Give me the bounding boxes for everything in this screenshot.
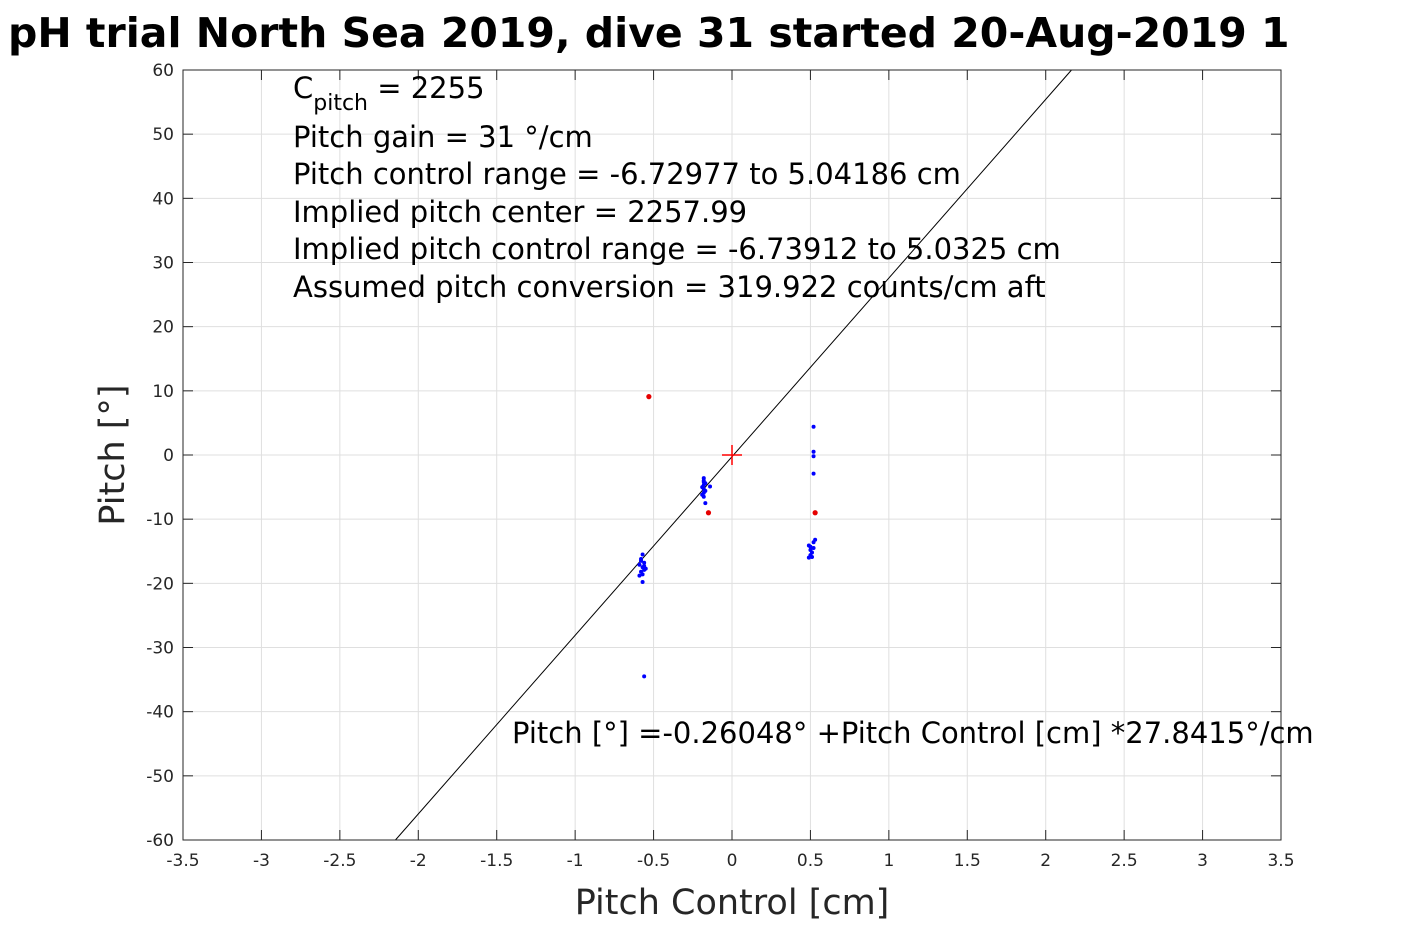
x-tick-label: -1.5 [480, 851, 513, 871]
pitch-gain-annotation: Pitch gain = 31 °/cm [293, 120, 593, 154]
red-data-point [812, 510, 818, 516]
c-pitch-subscript: pitch [313, 91, 368, 116]
blue-data-point [813, 537, 818, 542]
x-tick-label: -0.5 [637, 851, 670, 871]
blue-data-point [701, 479, 706, 484]
red-data-point [705, 510, 712, 516]
x-tick-label: 3 [1197, 851, 1208, 871]
blue-data-point [808, 544, 813, 549]
blue-data-point [701, 494, 706, 499]
center-marker-group [722, 445, 742, 465]
blue-data-point [643, 566, 648, 571]
blue-data-point [708, 484, 713, 489]
blue-data-point [640, 572, 645, 577]
blue-data-point [637, 573, 642, 578]
blue-data-point [811, 546, 816, 551]
x-tick-label: 2 [1040, 851, 1051, 871]
x-tick-label: -2 [410, 851, 427, 871]
y-tick-label: 0 [163, 446, 174, 466]
y-tick-label: -30 [146, 639, 174, 659]
y-tick-label: -50 [146, 767, 174, 787]
chart-title: pH trial North Sea 2019, dive 31 started… [8, 9, 1290, 57]
data-points [637, 394, 818, 679]
blue-data-point [811, 424, 816, 429]
y-tick-label: -40 [146, 703, 174, 723]
x-tick-label: 0 [727, 851, 738, 871]
blue-data-point [640, 552, 645, 557]
blue-data-point [642, 674, 647, 679]
x-tick-label: 1.5 [954, 851, 981, 871]
blue-data-point [811, 454, 816, 459]
x-tick-label: 0.5 [797, 851, 824, 871]
implied-pitch-center-annotation: Implied pitch center = 2257.99 [293, 195, 747, 229]
fit-equation-annotation: Pitch [°] =-0.26048° +Pitch Control [cm]… [512, 716, 1314, 750]
blue-data-point [640, 580, 645, 585]
blue-data-point [639, 558, 644, 563]
x-tick-label: 3.5 [1267, 851, 1294, 871]
y-tick-label: 10 [152, 382, 174, 402]
plot-area [182, 69, 1282, 841]
x-axis-label: Pitch Control [cm] [575, 883, 890, 923]
x-tick-label: -2.5 [323, 851, 356, 871]
implied-pitch-range-annotation: Implied pitch control range = -6.73912 t… [293, 232, 1061, 266]
blue-data-point [809, 555, 814, 560]
blue-data-point [811, 449, 816, 454]
blue-data-point [637, 562, 642, 567]
c-pitch-value: = 2255 [368, 71, 485, 105]
axes-box [182, 69, 1282, 841]
y-axis-label: Pitch [°] [93, 384, 133, 525]
blue-data-point [642, 560, 647, 565]
y-tick-label: 60 [152, 61, 174, 81]
y-tick-label: 20 [152, 318, 174, 338]
red-data-point [646, 394, 652, 400]
x-tick-label: 2.5 [1111, 851, 1138, 871]
x-tick-labels: -3.5 -3 -2.5 -2 -1.5 -1 -0.5 0 0.5 1 1.5 2 2.5 3 3.5 [166, 851, 1294, 871]
blue-data-point [811, 471, 816, 476]
c-pitch-annotation: Cpitch = 2255 [293, 71, 485, 116]
x-tick-label: 1 [883, 851, 894, 871]
y-tick-label: -20 [146, 574, 174, 594]
y-tick-label: -60 [146, 831, 174, 851]
y-tick-label: 30 [152, 254, 174, 274]
blue-data-point [808, 547, 813, 552]
y-tick-label: 50 [152, 125, 174, 145]
x-tick-label: -1 [567, 851, 584, 871]
c-pitch-symbol: C [293, 71, 313, 105]
x-tick-label: -3.5 [166, 851, 199, 871]
pitch-control-range-annotation: Pitch control range = -6.72977 to 5.0418… [293, 157, 961, 191]
y-tick-label: -10 [146, 510, 174, 530]
y-tick-label: 40 [152, 189, 174, 209]
pitch-conversion-annotation: Assumed pitch conversion = 319.922 count… [293, 270, 1046, 304]
blue-data-point [703, 501, 708, 506]
annotation-block: Cpitch = 2255 Pitch gain = 31 °/cm Pitch… [293, 71, 1061, 304]
y-tick-labels: -60 -50 -40 -30 -20 -10 0 10 20 30 40 50 60 [146, 61, 174, 851]
x-tick-label: -3 [253, 851, 270, 871]
